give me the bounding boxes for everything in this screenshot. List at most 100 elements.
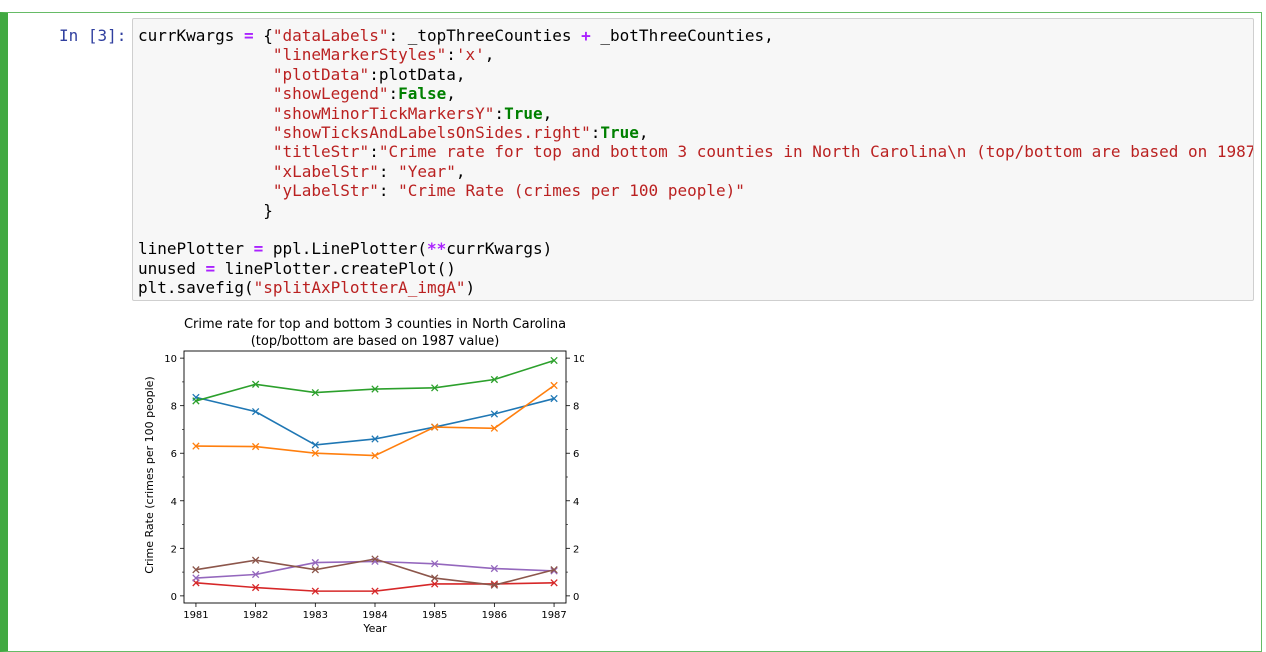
- code-token: [138, 104, 273, 123]
- code-line: "plotData":plotData,: [138, 65, 466, 84]
- code-token: "showMinorTickMarkersY": [272, 103, 495, 123]
- code-text[interactable]: currKwargs = {"dataLabels": _topThreeCou…: [138, 26, 1254, 298]
- code-line: "showTicksAndLabelsOnSides.right":True,: [138, 123, 649, 142]
- y-tick-label-right: 2: [573, 544, 579, 555]
- data-point-x-marker: [550, 356, 558, 365]
- code-token: unused: [138, 258, 206, 278]
- code-token: ppl.LinePlotter(: [263, 239, 427, 259]
- series-line-4: [195, 560, 555, 579]
- x-tick-label: 1985: [422, 610, 447, 621]
- x-tick-label: 1983: [303, 610, 328, 621]
- code-token: "Crime Rate (crimes per 100 people)": [398, 181, 745, 201]
- x-tick-label: 1982: [243, 610, 268, 621]
- data-point-x-marker: [251, 407, 260, 416]
- code-line: }: [138, 201, 273, 220]
- data-point-x-marker: [550, 394, 558, 403]
- code-token: "plotData": [272, 64, 370, 84]
- code-token: [138, 162, 273, 181]
- code-token: plt.savefig(: [138, 278, 254, 298]
- series-line-0: [195, 396, 555, 446]
- code-token: }: [138, 200, 273, 220]
- code-token: "showTicksAndLabelsOnSides.right": [272, 123, 591, 143]
- data-point-x-marker: [550, 579, 558, 587]
- y-tick-label-left: 8: [171, 402, 177, 413]
- y-tick-label-right: 10: [573, 354, 584, 365]
- code-token: : _topThreeCounties: [388, 26, 582, 45]
- data-point-x-marker: [192, 566, 200, 574]
- data-point-x-marker: [371, 555, 379, 563]
- x-tick-label: 1987: [541, 610, 566, 621]
- data-point-x-marker: [192, 397, 200, 405]
- code-token: =: [205, 258, 216, 278]
- data-point-x-marker: [431, 560, 439, 568]
- data-point-x-marker: [311, 449, 319, 457]
- code-token: [138, 142, 273, 161]
- x-tick-label: 1984: [362, 610, 387, 621]
- code-line: linePlotter = ppl.LinePlotter(**currKwar…: [138, 239, 552, 258]
- data-point-x-marker: [371, 451, 379, 460]
- x-tick-label: 1986: [482, 610, 507, 621]
- y-tick-label-left: 2: [171, 544, 177, 555]
- code-token: linePlotter: [138, 239, 254, 259]
- y-tick-label-left: 10: [164, 354, 177, 365]
- code-token: "Year": [398, 161, 456, 181]
- code-token: "dataLabels": [272, 26, 389, 45]
- code-token: "lineMarkerStyles": [272, 45, 447, 65]
- code-line: "showMinorTickMarkersY":True,: [138, 104, 552, 123]
- data-point-x-marker: [550, 567, 558, 575]
- code-token: +: [581, 26, 591, 45]
- code-line: "xLabelStr": "Year",: [138, 162, 466, 181]
- chart-subtitle: (top/bottom are based on 1987 value): [251, 334, 500, 349]
- code-line: unused = linePlotter.createPlot(): [138, 259, 456, 278]
- code-token: ): [465, 278, 476, 298]
- data-point-x-marker: [251, 442, 260, 451]
- code-token: :: [378, 181, 399, 201]
- data-point-x-marker: [490, 580, 499, 588]
- data-point-x-marker: [371, 435, 379, 443]
- data-point-x-marker: [251, 583, 260, 592]
- data-point-x-marker: [251, 380, 260, 388]
- y-tick-label-right: 0: [573, 592, 579, 603]
- code-token: False: [398, 84, 447, 104]
- y-axis-label: Crime Rate (crimes per 100 people): [143, 376, 156, 573]
- y-tick-label-right: 6: [573, 449, 579, 460]
- data-point-x-marker: [490, 424, 499, 432]
- data-point-x-marker: [550, 381, 558, 390]
- data-point-x-marker: [192, 442, 200, 450]
- x-axis-label: Year: [362, 622, 387, 635]
- code-line: "lineMarkerStyles":'x',: [138, 45, 495, 65]
- code-editor[interactable]: currKwargs = {"dataLabels": _topThreeCou…: [132, 18, 1254, 301]
- data-point-x-marker: [251, 570, 260, 579]
- line-chart: Crime rate for top and bottom 3 counties…: [143, 317, 586, 635]
- data-point-x-marker: [311, 558, 319, 567]
- data-point-x-marker: [490, 581, 499, 589]
- data-point-x-marker: [371, 385, 379, 393]
- data-point-x-marker: [371, 587, 379, 595]
- code-token: True: [600, 123, 639, 143]
- y-tick-label-right: 4: [573, 497, 579, 508]
- chart-title: Crime rate for top and bottom 3 counties…: [184, 317, 566, 332]
- code-token: **: [427, 239, 447, 259]
- code-token: [138, 45, 273, 64]
- y-tick-label-right: 8: [573, 402, 579, 413]
- code-line: "showLegend":False,: [138, 84, 456, 103]
- code-token: "Crime rate for top and bottom 3 countie…: [378, 142, 1254, 162]
- code-token: "yLabelStr": [272, 181, 379, 201]
- code-line: currKwargs = {"dataLabels": _topThreeCou…: [138, 26, 774, 45]
- code-token: True: [504, 103, 543, 123]
- plot-area: 0 0 2 2 4 4 6 6 8 8 10 10 1981 1982 1983 1984 1985 1986 19…: [164, 350, 586, 621]
- data-point-x-marker: [311, 388, 319, 397]
- code-token: "titleStr": [272, 142, 370, 162]
- code-token: [138, 123, 273, 142]
- code-token: :: [590, 123, 601, 143]
- code-token: {: [253, 26, 273, 45]
- data-point-x-marker: [490, 375, 499, 384]
- code-token: ,: [455, 161, 466, 181]
- code-token: ,: [542, 103, 553, 123]
- series-line-5: [195, 558, 555, 586]
- code-token: ,: [446, 84, 456, 104]
- code-token: ,: [484, 45, 495, 65]
- data-point-x-marker: [192, 574, 200, 582]
- code-line: "titleStr":"Crime rate for top and botto…: [138, 142, 1254, 162]
- code-token: currKwargs: [138, 26, 244, 45]
